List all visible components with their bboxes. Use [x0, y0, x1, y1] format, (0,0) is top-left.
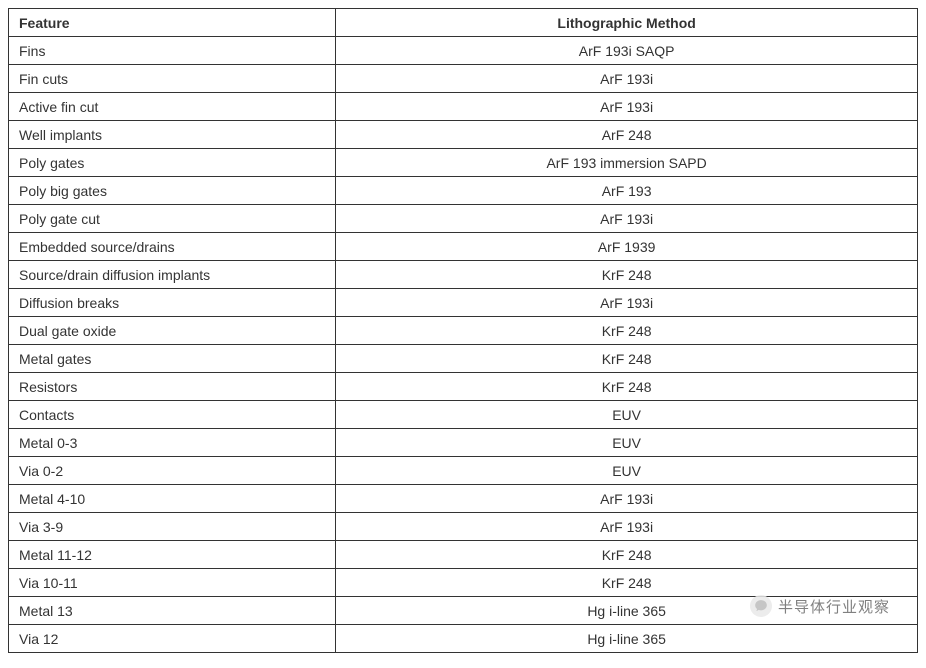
- cell-feature: Source/drain diffusion implants: [9, 261, 336, 289]
- table-row: Diffusion breaksArF 193i: [9, 289, 918, 317]
- cell-method: ArF 1939: [336, 233, 918, 261]
- table-row: Well implantsArF 248: [9, 121, 918, 149]
- cell-method: ArF 193i: [336, 93, 918, 121]
- cell-feature: Poly big gates: [9, 177, 336, 205]
- cell-feature: Poly gate cut: [9, 205, 336, 233]
- cell-feature: Via 0-2: [9, 457, 336, 485]
- header-method: Lithographic Method: [336, 9, 918, 37]
- table-row: Poly gate cutArF 193i: [9, 205, 918, 233]
- cell-method: EUV: [336, 457, 918, 485]
- table-row: Source/drain diffusion implantsKrF 248: [9, 261, 918, 289]
- cell-method: Hg i-line 365: [336, 625, 918, 653]
- cell-feature: Active fin cut: [9, 93, 336, 121]
- cell-method: ArF 193i: [336, 513, 918, 541]
- cell-feature: Metal gates: [9, 345, 336, 373]
- cell-feature: Via 10-11: [9, 569, 336, 597]
- cell-method: ArF 193 immersion SAPD: [336, 149, 918, 177]
- cell-method: KrF 248: [336, 541, 918, 569]
- cell-feature: Via 12: [9, 625, 336, 653]
- table-row: Active fin cutArF 193i: [9, 93, 918, 121]
- table-row: ContactsEUV: [9, 401, 918, 429]
- table-body: FinsArF 193i SAQP Fin cutsArF 193i Activ…: [9, 37, 918, 653]
- cell-method: EUV: [336, 429, 918, 457]
- cell-method: ArF 193i: [336, 485, 918, 513]
- cell-feature: Well implants: [9, 121, 336, 149]
- cell-method: ArF 248: [336, 121, 918, 149]
- table-row: Via 3-9ArF 193i: [9, 513, 918, 541]
- header-feature: Feature: [9, 9, 336, 37]
- cell-method: ArF 193i SAQP: [336, 37, 918, 65]
- cell-method: KrF 248: [336, 261, 918, 289]
- table-row: Fin cutsArF 193i: [9, 65, 918, 93]
- cell-feature: Metal 13: [9, 597, 336, 625]
- table-row: Dual gate oxideKrF 248: [9, 317, 918, 345]
- table-row: Embedded source/drainsArF 1939: [9, 233, 918, 261]
- table-row: Metal 13Hg i-line 365: [9, 597, 918, 625]
- table-row: Metal 11-12KrF 248: [9, 541, 918, 569]
- cell-method: ArF 193i: [336, 289, 918, 317]
- table-row: Via 12Hg i-line 365: [9, 625, 918, 653]
- cell-method: KrF 248: [336, 345, 918, 373]
- cell-feature: Poly gates: [9, 149, 336, 177]
- cell-feature: Fins: [9, 37, 336, 65]
- cell-method: EUV: [336, 401, 918, 429]
- cell-feature: Embedded source/drains: [9, 233, 336, 261]
- cell-feature: Metal 0-3: [9, 429, 336, 457]
- table-row: Metal gatesKrF 248: [9, 345, 918, 373]
- table-row: ResistorsKrF 248: [9, 373, 918, 401]
- cell-feature: Diffusion breaks: [9, 289, 336, 317]
- cell-feature: Via 3-9: [9, 513, 336, 541]
- table-row: Via 10-11KrF 248: [9, 569, 918, 597]
- table-row: Poly big gatesArF 193: [9, 177, 918, 205]
- cell-feature: Metal 4-10: [9, 485, 336, 513]
- cell-method: ArF 193: [336, 177, 918, 205]
- cell-feature: Contacts: [9, 401, 336, 429]
- cell-method: KrF 248: [336, 373, 918, 401]
- cell-feature: Fin cuts: [9, 65, 336, 93]
- cell-method: KrF 248: [336, 317, 918, 345]
- lithography-table: Feature Lithographic Method FinsArF 193i…: [8, 8, 918, 653]
- cell-feature: Metal 11-12: [9, 541, 336, 569]
- table-header-row: Feature Lithographic Method: [9, 9, 918, 37]
- table-row: Via 0-2EUV: [9, 457, 918, 485]
- cell-method: ArF 193i: [336, 205, 918, 233]
- table-container: Feature Lithographic Method FinsArF 193i…: [8, 8, 918, 653]
- cell-method: Hg i-line 365: [336, 597, 918, 625]
- cell-feature: Resistors: [9, 373, 336, 401]
- table-row: FinsArF 193i SAQP: [9, 37, 918, 65]
- cell-method: KrF 248: [336, 569, 918, 597]
- cell-feature: Dual gate oxide: [9, 317, 336, 345]
- cell-method: ArF 193i: [336, 65, 918, 93]
- table-row: Metal 0-3EUV: [9, 429, 918, 457]
- table-row: Metal 4-10ArF 193i: [9, 485, 918, 513]
- table-row: Poly gatesArF 193 immersion SAPD: [9, 149, 918, 177]
